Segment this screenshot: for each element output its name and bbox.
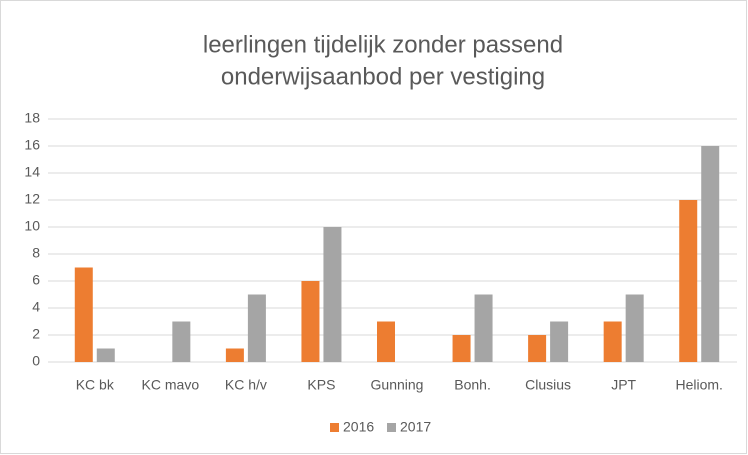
x-tick-label: KC mavo <box>142 377 200 393</box>
x-tick-label: Bonh. <box>454 377 491 393</box>
bar <box>377 321 395 362</box>
bar <box>247 294 266 362</box>
y-tick-label: 10 <box>24 218 40 234</box>
x-tick-label: Heliom. <box>675 377 722 393</box>
chart-title: onderwijsaanbod per vestiging <box>221 63 545 90</box>
x-tick-label: KPS <box>307 377 335 393</box>
bar <box>225 348 244 362</box>
y-tick-label: 16 <box>24 137 40 153</box>
legend-swatch <box>330 423 339 432</box>
y-tick-label: 2 <box>32 326 40 342</box>
y-tick-label: 8 <box>32 245 40 261</box>
x-tick-label: JPT <box>611 377 636 393</box>
x-tick-label: KC h/v <box>225 377 267 393</box>
y-tick-label: 18 <box>24 110 40 126</box>
legend-swatch <box>387 423 396 432</box>
bar <box>96 348 115 362</box>
bar <box>625 294 644 362</box>
y-tick-label: 14 <box>24 164 40 180</box>
bar <box>550 321 569 362</box>
x-tick-label: KC bk <box>76 377 115 393</box>
legend-label: 2017 <box>400 419 431 435</box>
y-tick-label: 4 <box>32 299 40 315</box>
bar <box>603 321 622 362</box>
bar <box>701 146 720 362</box>
x-tick-label: Gunning <box>371 377 424 393</box>
bar <box>323 227 342 362</box>
bar <box>474 294 493 362</box>
bar <box>528 335 547 362</box>
bar <box>172 321 191 362</box>
bar <box>301 281 320 362</box>
x-tick-label: Clusius <box>525 377 571 393</box>
y-tick-label: 12 <box>24 191 40 207</box>
y-tick-label: 0 <box>32 353 40 369</box>
y-tick-label: 6 <box>32 272 40 288</box>
bar <box>679 200 698 362</box>
bar <box>74 267 93 362</box>
legend-label: 2016 <box>343 419 374 435</box>
chart-title: leerlingen tijdelijk zonder passend <box>203 31 563 58</box>
bar <box>452 335 471 362</box>
